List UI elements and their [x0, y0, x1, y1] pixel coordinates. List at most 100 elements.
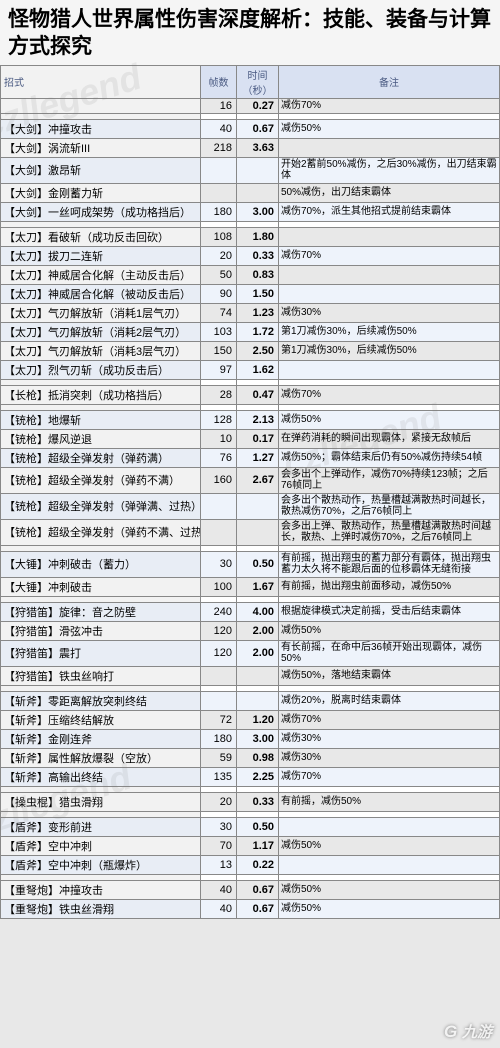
cell-seconds: 2.13 [237, 410, 279, 429]
cell-seconds: 1.20 [237, 710, 279, 729]
cell-frames [201, 157, 237, 183]
table-row: 【盾斧】变形前进300.50 [1, 817, 500, 836]
cell-frames: 180 [201, 729, 237, 748]
cell-name: 【太刀】烈气刃斩（成功反击后） [1, 360, 201, 379]
cell-frames [201, 183, 237, 202]
cell-notes: 减伤50%；霸体结束后仍有50%减伤持续54帧 [279, 448, 500, 467]
cell-notes: 减伤50% [279, 899, 500, 918]
cell-notes: 根据旋律模式决定前摇，受击后结束霸体 [279, 602, 500, 621]
cell-name: 【大锤】冲刺破击 [1, 577, 201, 596]
cell-name: 【大剑】一丝呵成架势（成功格挡后） [1, 202, 201, 221]
table-row: 【铳枪】超级全弹发射（弹弹满、过热）会多出个散热动作，热量槽越满散热时间越长，散… [1, 493, 500, 519]
cell-frames: 20 [201, 246, 237, 265]
cell-seconds: 2.00 [237, 621, 279, 640]
table-row: 【铳枪】地爆斩1282.13减伤50% [1, 410, 500, 429]
table-row: 【重弩炮】冲撞攻击400.67减伤50% [1, 880, 500, 899]
cell-notes: 减伤70% [279, 98, 500, 113]
cell-name: 【太刀】气刃解放斩（消耗1层气刃） [1, 303, 201, 322]
table-row: 【太刀】看破斩（成功反击回砍）1081.80 [1, 227, 500, 246]
cell-frames: 30 [201, 551, 237, 577]
cell-notes: 减伤50% [279, 880, 500, 899]
cell-name: 【太刀】神威居合化解（被动反击后） [1, 284, 201, 303]
table-row: 【大剑】一丝呵成架势（成功格挡后）1803.00减伤70%，派生其他招式提前结束… [1, 202, 500, 221]
cell-notes: 在弹药消耗的瞬间出现霸体，紧接无敌帧后 [279, 429, 500, 448]
cell-name: 【斩斧】压缩终结解放 [1, 710, 201, 729]
cell-seconds: 1.62 [237, 360, 279, 379]
cell-frames: 128 [201, 410, 237, 429]
table-row: 【太刀】气刃解放斩（消耗2层气刃）1031.72第1刀减伤30%，后续减伤50% [1, 322, 500, 341]
cell-seconds [237, 183, 279, 202]
table-row: 【太刀】神威居合化解（主动反击后）500.83 [1, 265, 500, 284]
cell-frames: 100 [201, 577, 237, 596]
cell-seconds: 1.23 [237, 303, 279, 322]
table-row: 【狩猎笛】震打1202.00有长前摇，在命中后36帧开始出现霸体，减伤50% [1, 640, 500, 666]
cell-frames: 76 [201, 448, 237, 467]
cell-name: 【斩斧】金刚连斧 [1, 729, 201, 748]
cell-name: 【斩斧】属性解放爆裂（空放） [1, 748, 201, 767]
cell-notes: 减伤70%，派生其他招式提前结束霸体 [279, 202, 500, 221]
cell-notes: 减伤30% [279, 729, 500, 748]
page-title: 怪物猎人世界属性伤害深度解析：技能、装备与计算方式探究 [0, 0, 500, 65]
table-row: 【重弩炮】铁虫丝滑翔400.67减伤50% [1, 899, 500, 918]
table-row: 【铳枪】超级全弹发射（弹药满）761.27减伤50%；霸体结束后仍有50%减伤持… [1, 448, 500, 467]
cell-frames: 180 [201, 202, 237, 221]
cell-name: 【大剑】激昂斩 [1, 157, 201, 183]
table-row: 【太刀】烈气刃斩（成功反击后）971.62 [1, 360, 500, 379]
cell-seconds [237, 519, 279, 545]
cell-frames: 70 [201, 836, 237, 855]
cell-seconds: 1.27 [237, 448, 279, 467]
table-row: 【斩斧】金刚连斧1803.00减伤30% [1, 729, 500, 748]
cell-name: 【铳枪】超级全弹发射（弹药不满） [1, 467, 201, 493]
cell-frames: 135 [201, 767, 237, 786]
table-row: 【太刀】神威居合化解（被动反击后）901.50 [1, 284, 500, 303]
cell-name: 【重弩炮】铁虫丝滑翔 [1, 899, 201, 918]
col-frames: 帧数 [201, 65, 237, 98]
cell-frames [201, 666, 237, 685]
cell-seconds: 0.83 [237, 265, 279, 284]
data-table: 招式 帧数 时间（秒） 备注 160.27减伤70%【大剑】冲撞攻击400.67… [0, 65, 500, 919]
cell-notes [279, 817, 500, 836]
site-logo: 九游 [444, 1021, 492, 1042]
table-row: 【太刀】气刃解放斩（消耗3层气刃）1502.50第1刀减伤30%，后续减伤50% [1, 341, 500, 360]
cell-frames: 240 [201, 602, 237, 621]
cell-notes [279, 227, 500, 246]
cell-name: 【盾斧】空中冲刺 [1, 836, 201, 855]
cell-frames: 30 [201, 817, 237, 836]
cell-notes: 有前摇，抛出翔虫前面移动，减伤50% [279, 577, 500, 596]
cell-notes [279, 138, 500, 157]
table-row: 【太刀】气刃解放斩（消耗1层气刃）741.23减伤30% [1, 303, 500, 322]
table-row: 【大锤】冲刺破击1001.67有前摇，抛出翔虫前面移动，减伤50% [1, 577, 500, 596]
cell-frames: 59 [201, 748, 237, 767]
cell-frames: 50 [201, 265, 237, 284]
cell-seconds: 0.50 [237, 817, 279, 836]
table-row: 【太刀】拔刀二连斩200.33减伤70% [1, 246, 500, 265]
cell-notes: 减伤70% [279, 767, 500, 786]
table-row: 【盾斧】空中冲刺701.17减伤50% [1, 836, 500, 855]
cell-seconds [237, 691, 279, 710]
cell-seconds [237, 493, 279, 519]
cell-seconds: 2.50 [237, 341, 279, 360]
cell-notes: 减伤50% [279, 119, 500, 138]
cell-seconds: 1.67 [237, 577, 279, 596]
cell-frames: 108 [201, 227, 237, 246]
cell-frames [201, 691, 237, 710]
table-row: 【大锤】冲刺破击（蓄力）300.50有前摇，抛出翔虫的蓄力部分有霸体，抛出翔虫蓄… [1, 551, 500, 577]
cell-notes: 会多出上弹、散热动作，热量槽越满散热时间越长，散热、上弹时减伤70%，之后76帧… [279, 519, 500, 545]
cell-notes [279, 265, 500, 284]
cell-name: 【狩猎笛】震打 [1, 640, 201, 666]
cell-notes: 有长前摇，在命中后36帧开始出现霸体，减伤50% [279, 640, 500, 666]
cell-name: 【铳枪】超级全弹发射（弹弹满、过热） [1, 493, 201, 519]
cell-frames [201, 493, 237, 519]
cell-frames: 120 [201, 640, 237, 666]
cell-name: 【太刀】气刃解放斩（消耗3层气刃） [1, 341, 201, 360]
cell-name: 【大剑】金刚蓄力斩 [1, 183, 201, 202]
cell-seconds: 3.00 [237, 729, 279, 748]
cell-name: 【盾斧】空中冲刺（瓶爆炸） [1, 855, 201, 874]
cell-notes: 减伤70% [279, 710, 500, 729]
cell-frames: 218 [201, 138, 237, 157]
table-row: 【狩猎笛】滑弦冲击1202.00减伤50% [1, 621, 500, 640]
table-row: 160.27减伤70% [1, 98, 500, 113]
cell-name: 【铳枪】超级全弹发射（弹药不满、过热） [1, 519, 201, 545]
cell-seconds: 0.27 [237, 98, 279, 113]
cell-seconds: 0.50 [237, 551, 279, 577]
